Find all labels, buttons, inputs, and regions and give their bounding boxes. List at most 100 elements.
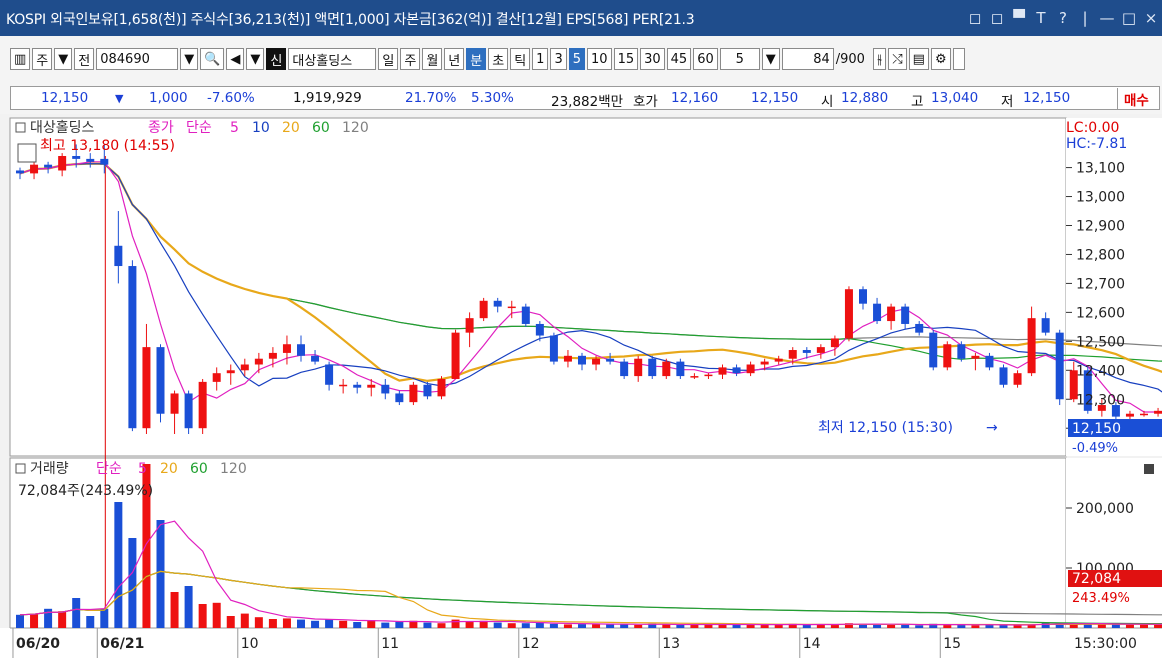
time-label: 06/21 (100, 636, 144, 652)
volume-bar (606, 623, 615, 628)
candle-body (704, 374, 713, 377)
buy-button[interactable]: 매수 (1117, 88, 1155, 110)
candle-body (240, 364, 249, 371)
volume-bar (676, 625, 685, 628)
volume-pct-text: 243.49% (1072, 591, 1130, 606)
candle-body (114, 245, 123, 267)
period-tick[interactable]: 틱 (510, 48, 531, 70)
volume-bar (156, 520, 165, 628)
layout-icon[interactable]: ◻ (968, 9, 982, 27)
all-button[interactable]: 전 (74, 48, 95, 70)
volume-bar (325, 619, 334, 628)
time-label: 15 (943, 636, 961, 652)
candle-body (971, 355, 980, 359)
candle-body (676, 361, 685, 377)
separator: | (1082, 9, 1088, 27)
volume-bar (816, 624, 825, 628)
pane-close-icon[interactable] (1144, 464, 1154, 474)
gear-icon[interactable]: ⚙ (930, 48, 951, 70)
market-dropdown-icon[interactable]: ▼ (54, 48, 73, 70)
period-day[interactable]: 일 (378, 48, 399, 70)
period-week[interactable]: 주 (400, 48, 421, 70)
volume-bar (381, 622, 390, 628)
lc-label: LC:0.00 (1066, 120, 1119, 136)
minimize-icon[interactable]: — (1099, 9, 1115, 27)
period-year[interactable]: 년 (444, 48, 465, 70)
period-minute[interactable]: 분 (466, 48, 487, 70)
low-label: 저 (1001, 94, 1014, 110)
candle-body (578, 355, 586, 365)
window-title: KOSPI 외국인보유[1,658(천)] 주식수[36,213(천)] 액면[… (6, 12, 695, 28)
volume-toggle-icon[interactable] (15, 463, 26, 474)
interval-1[interactable]: 1 (532, 48, 549, 70)
period-second[interactable]: 초 (488, 48, 509, 70)
interval-15[interactable]: 15 (613, 48, 639, 70)
candle-body (142, 347, 151, 429)
price-tick-label: 12,700 (1076, 276, 1125, 292)
interval-30[interactable]: 30 (640, 48, 665, 70)
volume-bar (873, 624, 882, 628)
save-icon[interactable]: ▤ (908, 48, 929, 70)
price-tick-label: 13,000 (1076, 190, 1125, 206)
time-label: 10 (241, 636, 259, 652)
volume-bar (563, 624, 572, 628)
indicator-icon[interactable]: ⫳ (872, 48, 887, 70)
stock-code-input[interactable]: 084690 (96, 48, 179, 70)
volume-bar (859, 623, 867, 628)
legend-ma20: 20 (282, 120, 300, 136)
interval-select[interactable]: 5 (719, 48, 760, 70)
candle-body (1154, 410, 1162, 414)
current-pct-text: -0.49% (1072, 441, 1118, 456)
interval-10[interactable]: 10 (587, 48, 612, 70)
candle-body (1027, 318, 1036, 374)
period-month[interactable]: 월 (422, 48, 443, 70)
time-axis (0, 628, 1162, 658)
candle-body (563, 355, 572, 362)
volume-bar (100, 608, 109, 628)
candle-body (1069, 370, 1078, 400)
history-dropdown-icon[interactable]: ▼ (246, 48, 265, 70)
interval-45[interactable]: 45 (666, 48, 692, 70)
volume-bar (802, 625, 811, 628)
chart-menu-icon[interactable]: ▥ (10, 48, 31, 70)
turnover: 5.30% (471, 90, 514, 106)
candle-body (226, 370, 235, 374)
search-icon[interactable]: 🔍 (200, 48, 225, 70)
credit-badge: 신 (266, 48, 287, 70)
interval-dropdown-icon[interactable]: ▼ (761, 48, 780, 70)
down-arrow-icon: ▼ (115, 92, 124, 105)
font-icon[interactable]: T (1036, 9, 1046, 27)
candle-body (198, 381, 207, 429)
code-dropdown-icon[interactable]: ▼ (180, 48, 199, 70)
interval-5[interactable]: 5 (568, 48, 586, 70)
candle-body (1041, 318, 1050, 333)
pane-toggle-icon[interactable] (15, 122, 26, 133)
volume-bar (535, 622, 544, 628)
candle-body (999, 367, 1008, 385)
price-change: 1,000 (149, 90, 188, 106)
checkbox-icon[interactable] (952, 48, 965, 70)
candle-body (887, 306, 896, 322)
interval-60[interactable]: 60 (693, 48, 718, 70)
volume-pane[interactable] (9, 457, 1067, 629)
volume-bar (297, 619, 305, 628)
stock-chart[interactable]: 12,20012,30012,40012,50012,60012,70012,8… (0, 114, 1162, 658)
pin-icon[interactable]: ▀ (1013, 9, 1025, 27)
legend-close: 종가 (148, 120, 174, 136)
prev-stock-icon[interactable]: ◀ (226, 48, 245, 70)
help-icon[interactable]: ? (1059, 9, 1067, 27)
candle-body (943, 344, 952, 368)
volume-bar (184, 586, 193, 628)
volume-bar (409, 620, 418, 628)
count-input[interactable]: 84 (781, 48, 834, 70)
maximize-icon[interactable]: □ (1121, 9, 1137, 27)
price-pane[interactable] (9, 117, 1067, 457)
copy-window-icon[interactable]: ◻ (990, 9, 1004, 27)
calendar-icon[interactable] (17, 143, 37, 163)
close-icon[interactable]: × (1144, 9, 1158, 27)
candle-body (493, 300, 502, 307)
tool-icon[interactable]: ⤭ (888, 48, 907, 70)
window-controls: ◻ ◻ ▀ T ? | — □ × (958, 0, 1162, 36)
market-select[interactable]: 주 (32, 48, 53, 70)
interval-3[interactable]: 3 (550, 48, 567, 70)
